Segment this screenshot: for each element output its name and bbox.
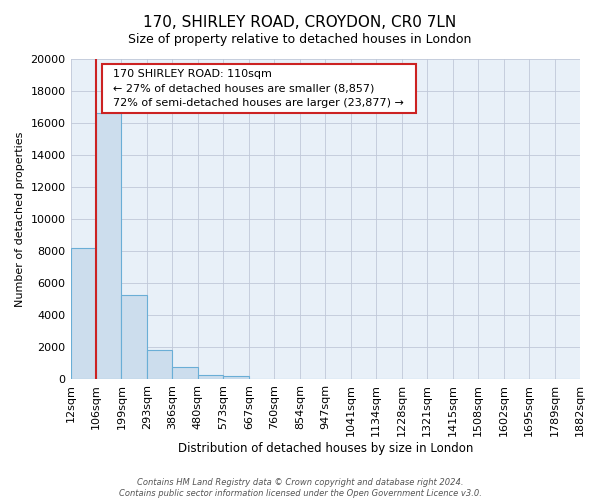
Bar bbox=[121, 294, 147, 380]
Text: 170, SHIRLEY ROAD, CROYDON, CR0 7LN: 170, SHIRLEY ROAD, CROYDON, CR0 7LN bbox=[143, 15, 457, 30]
Bar bbox=[223, 376, 249, 380]
X-axis label: Distribution of detached houses by size in London: Distribution of detached houses by size … bbox=[178, 442, 473, 455]
Bar bbox=[96, 114, 121, 380]
Y-axis label: Number of detached properties: Number of detached properties bbox=[15, 132, 25, 307]
Text: 170 SHIRLEY ROAD: 110sqm
  ← 27% of detached houses are smaller (8,857)
  72% of: 170 SHIRLEY ROAD: 110sqm ← 27% of detach… bbox=[106, 68, 411, 108]
Bar bbox=[71, 248, 96, 380]
Bar bbox=[147, 350, 172, 380]
Text: Contains HM Land Registry data © Crown copyright and database right 2024.
Contai: Contains HM Land Registry data © Crown c… bbox=[119, 478, 481, 498]
Bar bbox=[198, 375, 223, 380]
Bar bbox=[172, 368, 198, 380]
Text: Size of property relative to detached houses in London: Size of property relative to detached ho… bbox=[128, 32, 472, 46]
